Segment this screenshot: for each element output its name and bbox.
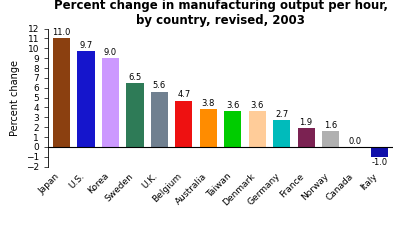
Bar	[273, 120, 290, 147]
Bar	[126, 83, 144, 147]
Bar	[102, 58, 119, 147]
Text: 5.6: 5.6	[153, 81, 166, 90]
Bar	[151, 92, 168, 147]
Title: Percent change in manufacturing output per hour,
by country, revised, 2003: Percent change in manufacturing output p…	[54, 0, 387, 27]
Bar	[249, 111, 266, 147]
Text: 2.7: 2.7	[275, 110, 288, 119]
Text: 11.0: 11.0	[53, 28, 71, 37]
Bar	[224, 111, 241, 147]
Bar	[371, 147, 388, 157]
Text: 9.7: 9.7	[79, 41, 93, 50]
Bar	[53, 38, 70, 147]
Bar	[200, 109, 217, 147]
Text: 9.0: 9.0	[104, 48, 117, 57]
Text: 1.9: 1.9	[300, 118, 313, 127]
Text: 3.6: 3.6	[251, 101, 264, 110]
Bar	[77, 51, 95, 147]
Y-axis label: Percent change: Percent change	[10, 60, 20, 136]
Bar	[322, 131, 339, 147]
Bar	[175, 100, 192, 147]
Text: -1.0: -1.0	[371, 158, 388, 167]
Text: 6.5: 6.5	[128, 73, 142, 82]
Text: 1.6: 1.6	[324, 121, 337, 130]
Text: 3.6: 3.6	[226, 101, 239, 110]
Bar	[298, 128, 315, 147]
Text: 3.8: 3.8	[202, 99, 215, 108]
Text: 4.7: 4.7	[177, 90, 190, 99]
Text: 0.0: 0.0	[348, 137, 362, 146]
